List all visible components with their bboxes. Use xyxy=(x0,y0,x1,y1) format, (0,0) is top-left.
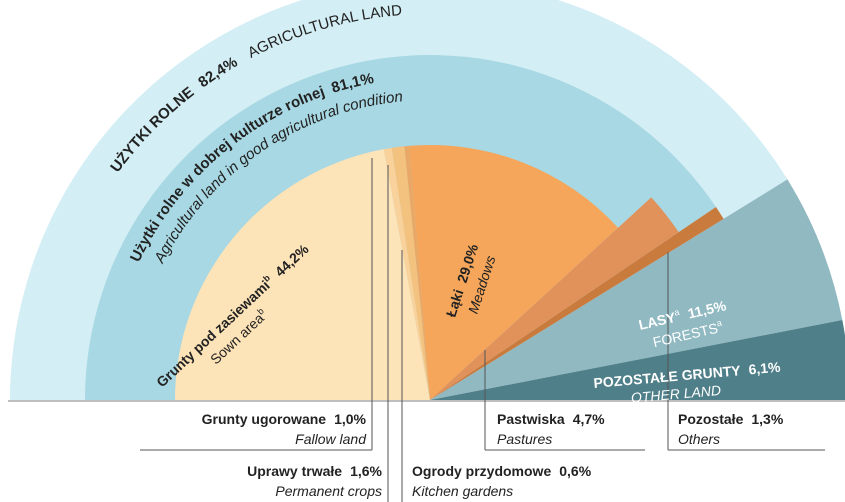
label-part: Pastures xyxy=(497,431,552,447)
wedge xyxy=(430,179,843,400)
label-line: Pastwiska 4,7% xyxy=(497,411,605,427)
label-line: OTHER LAND xyxy=(630,382,721,406)
label-part: Kitchen gardens xyxy=(412,483,513,499)
label-line: Permanent crops xyxy=(275,483,382,499)
label-part: Pastwiska xyxy=(497,411,565,427)
wedge xyxy=(383,147,430,400)
label-part: b xyxy=(261,272,272,283)
label-line: Kitchen gardens xyxy=(412,483,513,499)
leader-lines xyxy=(140,158,825,502)
label-part: 1,3% xyxy=(751,411,783,427)
label-line: Grunty ugorowane 1,0% xyxy=(202,411,367,427)
wedge xyxy=(391,146,430,400)
label-part: 4,7% xyxy=(573,411,605,427)
label-part: OTHER LAND xyxy=(630,382,721,406)
wedge xyxy=(175,149,430,400)
label-part: Pozostałe xyxy=(678,411,744,427)
wedge xyxy=(430,320,845,400)
label-line: Pastures xyxy=(497,431,552,447)
label-part: 0,6% xyxy=(559,463,591,479)
label-part: 6,1% xyxy=(748,359,782,378)
label-line: Uprawy trwałe 1,6% xyxy=(247,463,382,479)
label-line: Fallow land xyxy=(295,431,367,447)
label-part: Fallow land xyxy=(295,431,367,447)
wedge xyxy=(430,197,679,400)
label-line: Others xyxy=(678,431,720,447)
label-part: 1,6% xyxy=(350,463,382,479)
label-part: Ogrody przydomowe xyxy=(412,463,551,479)
label-part: b xyxy=(255,306,265,317)
wedge xyxy=(409,144,619,400)
label-part: Others xyxy=(678,431,720,447)
wedge xyxy=(430,206,724,400)
wedge xyxy=(404,145,430,400)
label-part: a xyxy=(673,307,680,318)
label-part: Grunty ugorowane xyxy=(202,411,327,427)
label-part: Permanent crops xyxy=(275,483,382,499)
wedges xyxy=(10,0,845,401)
label-part: 1,0% xyxy=(334,411,366,427)
label-part: a xyxy=(716,318,723,329)
label-line: Pozostałe 1,3% xyxy=(678,411,784,427)
label-line: Ogrody przydomowe 0,6% xyxy=(412,463,592,479)
label-part: Uprawy trwałe xyxy=(247,463,342,479)
